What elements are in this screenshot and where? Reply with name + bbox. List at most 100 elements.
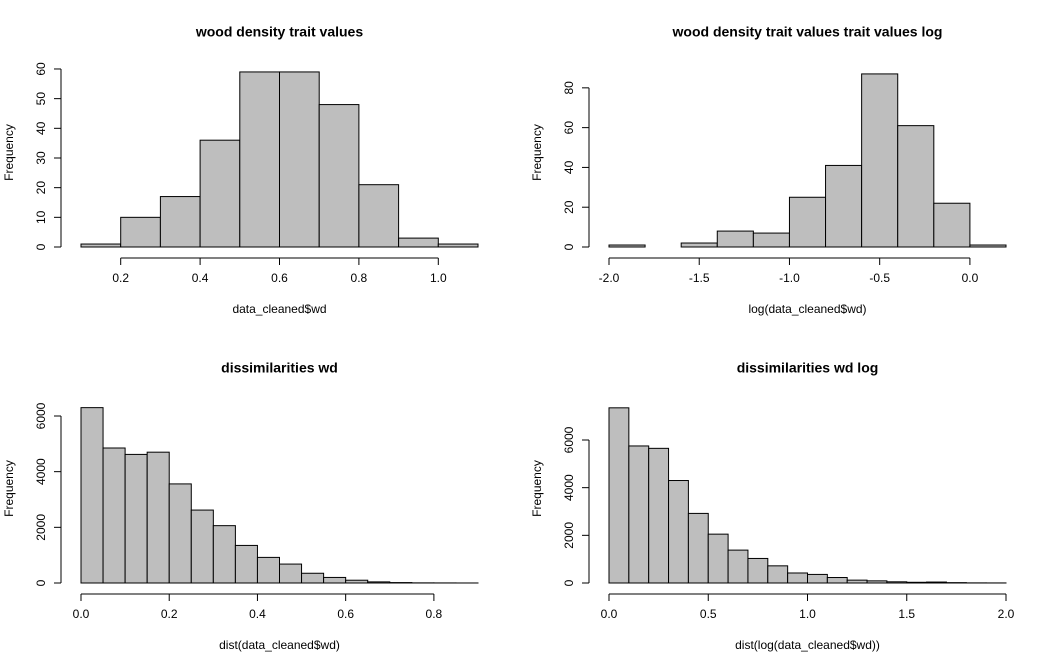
x-tick-label: 1.0 (799, 607, 816, 621)
x-tick-label: 0.6 (337, 607, 354, 621)
y-tick-label: 2000 (562, 522, 576, 549)
panel: dissimilarities wd dist(data_cleaned$wd) F… (2, 360, 479, 652)
chart-title: wood density trait values (195, 24, 363, 40)
x-tick-label: 0.5 (700, 607, 717, 621)
x-axis-label: data_cleaned$wd (232, 302, 326, 316)
bar (608, 407, 630, 584)
x-tick-label: 0.0 (73, 607, 90, 621)
x-tick-label: 2.0 (998, 607, 1015, 621)
y-axis-label: Frequency (2, 124, 16, 181)
bar (212, 525, 236, 584)
panel: wood density trait values trait values l… (530, 24, 1007, 316)
chart-title: dissimilarities wd (221, 360, 338, 376)
y-tick-label: 20 (562, 200, 576, 214)
x-tick-label: 0.0 (601, 607, 618, 621)
bar (866, 580, 888, 584)
bar (190, 509, 214, 584)
bar (926, 581, 947, 584)
bar (124, 453, 148, 584)
bar (788, 196, 827, 248)
bar (301, 572, 325, 584)
bar (120, 216, 161, 248)
bar (345, 579, 369, 584)
y-tick-label: 0 (34, 243, 48, 250)
x-tick-label: -1.0 (779, 271, 800, 285)
y-tick-label: 50 (34, 92, 48, 106)
bar (159, 196, 201, 248)
x-tick-label: 0.4 (192, 271, 209, 285)
y-tick-label: 40 (34, 121, 48, 135)
bar (323, 576, 347, 584)
x-tick-label: -1.5 (689, 271, 710, 285)
bar (727, 549, 749, 584)
bar (102, 447, 126, 584)
bar (234, 544, 258, 584)
y-tick-label: 40 (562, 160, 576, 174)
bar (906, 581, 928, 584)
bar (279, 71, 320, 248)
bar (648, 447, 670, 584)
y-tick-label: 4000 (34, 458, 48, 485)
bar (199, 139, 241, 248)
y-axis-label: Frequency (530, 460, 544, 517)
y-tick-label: 80 (562, 81, 576, 95)
bar (886, 581, 908, 584)
y-tick-label: 0 (562, 243, 576, 250)
bar (933, 202, 971, 248)
bar (146, 451, 170, 584)
x-tick-label: 0.8 (426, 607, 443, 621)
bar (969, 244, 1007, 248)
bar (846, 579, 868, 584)
x-tick-label: 0.2 (161, 607, 178, 621)
y-tick-label: 20 (34, 181, 48, 195)
bar (707, 533, 729, 584)
bar (608, 244, 646, 248)
bar (826, 577, 848, 584)
y-tick-label: 2000 (34, 514, 48, 541)
y-tick-label: 60 (34, 62, 48, 76)
x-axis-label: dist(log(data_cleaned$wd)) (735, 638, 880, 652)
y-tick-label: 0 (34, 579, 48, 586)
bar (318, 104, 360, 248)
bar (767, 565, 789, 584)
bar (747, 557, 769, 584)
bar (787, 572, 808, 584)
x-tick-label: -0.5 (869, 271, 890, 285)
bar (668, 480, 689, 584)
y-tick-label: 6000 (34, 402, 48, 429)
bar (239, 71, 281, 248)
bar (367, 581, 391, 584)
bar (752, 232, 790, 248)
bar (825, 164, 863, 248)
bar (80, 243, 122, 248)
y-tick-label: 30 (34, 151, 48, 165)
y-axis-label: Frequency (2, 460, 16, 517)
bar (680, 242, 718, 248)
x-tick-label: -2.0 (599, 271, 620, 285)
y-tick-label: 4000 (562, 474, 576, 501)
x-tick-label: 0.8 (351, 271, 368, 285)
panel: dissimilarities wd log dist(log(data_clea… (530, 360, 1014, 652)
bar (861, 73, 899, 248)
x-tick-label: 0.6 (271, 271, 288, 285)
y-axis-label: Frequency (530, 124, 544, 181)
y-tick-label: 10 (34, 210, 48, 224)
bar (279, 563, 303, 584)
bar (807, 573, 828, 584)
x-tick-label: 0.4 (249, 607, 266, 621)
x-tick-label: 0.2 (112, 271, 129, 285)
y-tick-label: 60 (562, 121, 576, 135)
chart-title: dissimilarities wd log (737, 360, 879, 376)
panel: wood density trait values data_cleaned$wd… (2, 24, 479, 316)
bar (628, 445, 650, 584)
bar (398, 237, 439, 248)
x-axis-label: dist(data_cleaned$wd) (219, 638, 340, 652)
y-tick-label: 0 (562, 579, 576, 586)
bar (256, 556, 281, 584)
bar (80, 407, 104, 584)
x-tick-label: 0.0 (962, 271, 979, 285)
x-tick-label: 1.0 (430, 271, 447, 285)
bar (437, 243, 479, 248)
